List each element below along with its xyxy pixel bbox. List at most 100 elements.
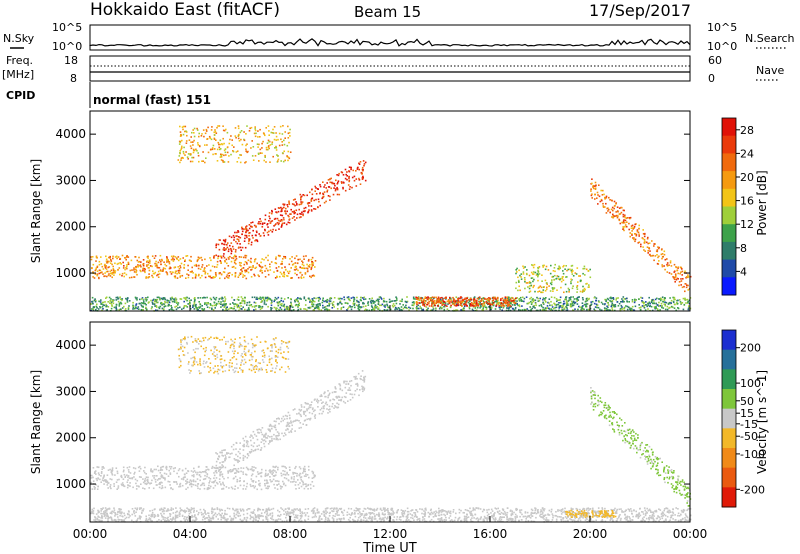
echo-cell bbox=[277, 304, 280, 307]
echo-cell bbox=[224, 305, 226, 307]
echo-cell bbox=[241, 233, 243, 236]
echo-cell bbox=[243, 275, 246, 277]
echo-cell bbox=[486, 299, 489, 302]
echo-cell bbox=[511, 512, 513, 514]
echo-cell bbox=[470, 305, 472, 307]
echo-cell bbox=[624, 225, 626, 228]
echo-cell bbox=[444, 302, 447, 304]
echo-cell bbox=[323, 186, 325, 188]
echo-cell bbox=[106, 262, 108, 264]
echo-cell bbox=[401, 512, 403, 514]
echo-cell bbox=[255, 234, 257, 237]
echo-cell bbox=[590, 194, 593, 197]
echo-cell bbox=[346, 171, 348, 173]
echo-cell bbox=[287, 125, 289, 128]
echo-cell bbox=[592, 186, 594, 188]
echo-cell bbox=[161, 258, 163, 261]
echo-cell bbox=[118, 309, 120, 311]
echo-cell bbox=[651, 511, 653, 514]
echo-cell bbox=[245, 269, 248, 272]
echo-cell bbox=[287, 221, 290, 224]
nave-label: Nave bbox=[756, 64, 784, 77]
echo-cell bbox=[296, 202, 298, 205]
echo-cell bbox=[236, 238, 239, 240]
echo-cell bbox=[501, 516, 503, 519]
echo-cell bbox=[592, 184, 594, 187]
echo-cell bbox=[605, 299, 607, 301]
echo-cell bbox=[142, 263, 145, 265]
echo-cell bbox=[245, 254, 248, 257]
echo-cell bbox=[645, 304, 647, 306]
echo-cell bbox=[641, 301, 644, 304]
echo-cell bbox=[228, 258, 230, 260]
echo-cell bbox=[218, 125, 221, 127]
echo-cell bbox=[326, 189, 329, 192]
echo-cell bbox=[166, 299, 168, 302]
echo-cell bbox=[441, 296, 443, 299]
echo-cell bbox=[114, 262, 116, 265]
echo-cell bbox=[574, 272, 577, 274]
echo-cell bbox=[662, 512, 665, 514]
echo-cell bbox=[299, 266, 301, 269]
echo-cell bbox=[300, 216, 302, 218]
echo-cell bbox=[210, 298, 213, 301]
echo-cell bbox=[163, 261, 165, 263]
echo-cell bbox=[244, 261, 247, 263]
echo-cell bbox=[538, 304, 541, 307]
echo-cell bbox=[141, 309, 143, 311]
echo-cell bbox=[187, 303, 189, 305]
echo-cell bbox=[672, 508, 674, 511]
echo-cell bbox=[484, 304, 486, 307]
echo-cell bbox=[656, 304, 659, 306]
echo-cell bbox=[461, 302, 464, 304]
echo-cell bbox=[268, 509, 270, 511]
echo-cell bbox=[352, 169, 354, 172]
echo-cell bbox=[565, 517, 568, 520]
echo-cell bbox=[629, 519, 632, 522]
echo-cell bbox=[233, 305, 236, 308]
echo-cell bbox=[289, 298, 292, 300]
echo-cell bbox=[665, 519, 667, 522]
echo-cell bbox=[226, 244, 228, 246]
echo-cell bbox=[243, 256, 245, 259]
echo-cell bbox=[271, 132, 274, 134]
echo-cell bbox=[638, 233, 640, 236]
echo-cell bbox=[669, 306, 671, 309]
echo-cell bbox=[541, 280, 543, 282]
echo-cell bbox=[95, 513, 98, 515]
echo-cell bbox=[203, 270, 206, 272]
echo-cell bbox=[253, 518, 255, 520]
echo-cell bbox=[102, 273, 104, 275]
echo-cell bbox=[230, 250, 233, 253]
echo-cell bbox=[637, 517, 640, 519]
echo-cell bbox=[283, 272, 285, 275]
echo-cell bbox=[363, 514, 366, 517]
echo-cell bbox=[419, 297, 421, 300]
echo-cell bbox=[284, 257, 287, 259]
echo-cell bbox=[258, 517, 260, 520]
echo-cell bbox=[293, 210, 296, 212]
echo-cell bbox=[302, 255, 305, 258]
echo-cell bbox=[517, 289, 519, 292]
echo-cell bbox=[168, 309, 171, 311]
echo-cell bbox=[241, 143, 244, 146]
echo-cell bbox=[106, 275, 108, 278]
echo-cell bbox=[628, 516, 630, 518]
echo-cell bbox=[245, 150, 247, 152]
echo-cell bbox=[137, 517, 139, 520]
echo-cell bbox=[342, 186, 344, 189]
echo-cell bbox=[252, 159, 255, 161]
echo-cell bbox=[229, 244, 231, 247]
echo-cell bbox=[215, 244, 217, 247]
echo-cell bbox=[670, 265, 673, 267]
echo-cell bbox=[187, 516, 189, 519]
echo-cell bbox=[212, 309, 215, 311]
echo-cell bbox=[524, 280, 526, 283]
echo-cell bbox=[585, 305, 587, 308]
echo-cell bbox=[301, 512, 304, 515]
echo-cell bbox=[508, 303, 511, 305]
echo-cell bbox=[271, 209, 273, 212]
echo-cell bbox=[459, 304, 461, 306]
echo-cell bbox=[166, 256, 168, 258]
